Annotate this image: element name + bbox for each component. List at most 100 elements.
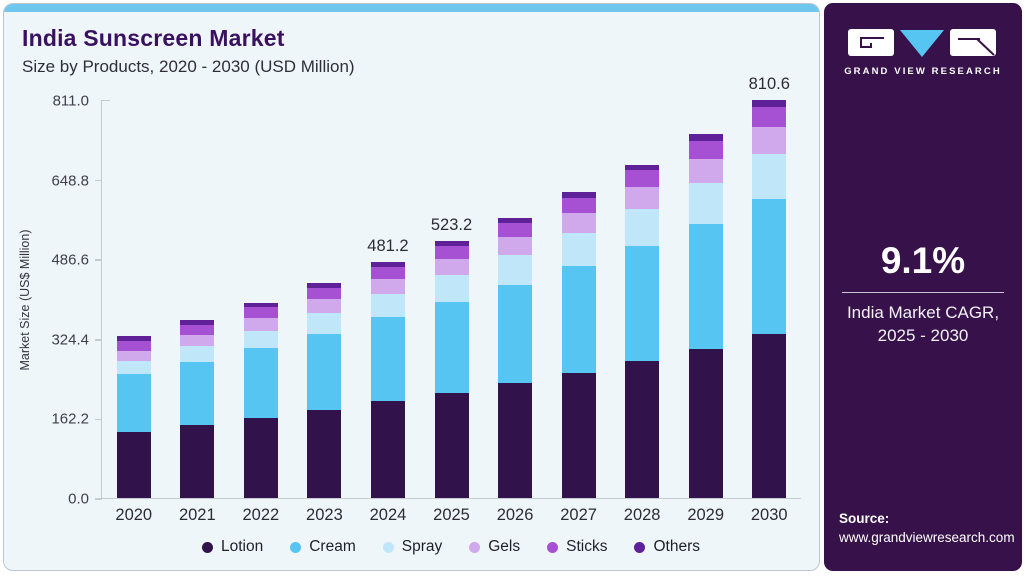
chart-legend: Lotion Cream Spray Gels Sticks Others	[101, 538, 801, 556]
x-tick-label-2024: 2024	[369, 506, 407, 524]
legend-item-cream: Cream	[290, 538, 356, 556]
bar-segment-others	[116, 336, 151, 341]
bar-segment-others	[434, 241, 469, 247]
stacked-bar-chart: Market Size (US$ Million) 811.0 648.8 486.…	[18, 75, 801, 524]
bar-segment-others	[688, 134, 723, 141]
bar-segment-sticks	[434, 246, 469, 259]
bar-2021	[180, 320, 215, 498]
bar-slot-2024: 481.2	[356, 101, 420, 498]
y-tick-label: 162.2	[51, 410, 89, 428]
bar-segment-gels	[498, 236, 533, 256]
x-tick-label-2030: 2030	[750, 506, 788, 524]
total-label-2030: 810.6	[748, 75, 790, 94]
legend-item-gels: Gels	[469, 538, 520, 556]
cagr-divider	[842, 292, 1004, 293]
bar-slot-2028	[610, 101, 674, 498]
y-tick-label: 486.6	[51, 251, 89, 269]
bar-segment-sticks	[116, 340, 151, 351]
bar-segment-cream	[180, 361, 215, 426]
legend-label-others: Others	[653, 538, 700, 555]
bar-segment-gels	[180, 335, 215, 347]
cagr-label-line2: 2025 - 2030	[877, 325, 969, 345]
y-tick-label: 0.0	[68, 490, 89, 508]
bar-segment-cream	[243, 348, 278, 418]
bar-segment-spray	[370, 294, 405, 318]
bar-2030	[752, 100, 787, 498]
bar-2020	[116, 336, 151, 498]
legend-item-spray: Spray	[382, 538, 443, 556]
bar-2025	[434, 241, 469, 498]
bar-slot-2021	[166, 101, 230, 498]
bar-segment-gels	[116, 350, 151, 361]
cagr-block: 9.1% India Market CAGR, 2025 - 2030	[824, 240, 1022, 348]
bar-segment-lotion	[116, 431, 151, 498]
bar-slot-2026	[483, 101, 547, 498]
bar-2027	[561, 192, 596, 498]
legend-label-cream: Cream	[309, 538, 356, 555]
bar-segment-sticks	[498, 222, 533, 237]
bar-segment-gels	[561, 213, 596, 234]
bar-segment-cream	[752, 198, 787, 335]
legend-item-sticks: Sticks	[547, 538, 607, 556]
bar-segment-lotion	[243, 417, 278, 498]
bar-segment-lotion	[561, 372, 596, 498]
legend-label-lotion: Lotion	[221, 538, 264, 555]
gvr-logo-text: GRAND VIEW RESEARCH	[844, 66, 1002, 77]
x-tick-label-2025: 2025	[433, 506, 470, 524]
legend-label-gels: Gels	[488, 538, 521, 555]
y-tick-label: 648.8	[51, 172, 89, 190]
bar-segment-others	[307, 283, 342, 288]
bar-segment-sticks	[752, 107, 787, 128]
y-tick-mark	[95, 418, 102, 421]
bar-segment-sticks	[625, 170, 660, 187]
bar-segment-gels	[625, 186, 660, 210]
bar-segment-others	[625, 164, 660, 171]
y-tick-mark	[95, 498, 102, 500]
bar-segment-cream	[116, 373, 151, 432]
bar-segment-spray	[180, 346, 215, 362]
bar-slot-2025: 523.2	[420, 101, 484, 498]
bar-segment-sticks	[243, 307, 278, 319]
bars-container: 481.2 523.2 810.6	[102, 75, 801, 498]
cagr-value: 9.1%	[880, 240, 966, 281]
x-axis-labels: 2020 2021 2022 2023 2024 2025 2026 2027 2028 2029…	[102, 506, 801, 525]
bar-segment-gels	[688, 159, 723, 184]
bar-segment-spray	[752, 154, 787, 199]
bar-segment-spray	[434, 275, 469, 302]
bar-segment-gels	[243, 318, 278, 331]
legend-dot-gels	[469, 541, 481, 553]
bar-segment-spray	[243, 330, 278, 349]
bar-segment-sticks	[180, 324, 215, 336]
bar-segment-cream	[434, 301, 469, 393]
bar-segment-sticks	[688, 140, 723, 160]
bar-segment-lotion	[625, 360, 660, 498]
legend-item-lotion: Lotion	[202, 538, 263, 556]
bar-segment-others	[752, 100, 787, 107]
y-tick-mark	[95, 179, 102, 182]
y-tick-label: 811.0	[52, 92, 89, 110]
x-tick-label-2022: 2022	[242, 506, 280, 524]
x-tick-label-2023: 2023	[306, 506, 343, 524]
legend-label-spray: Spray	[401, 538, 443, 555]
top-accent-strip	[4, 4, 819, 12]
bar-segment-cream	[498, 284, 533, 384]
page-title: India Sunscreen Market	[22, 25, 285, 51]
bar-segment-lotion	[688, 348, 723, 498]
x-tick-label-2020: 2020	[115, 506, 153, 524]
bar-slot-2022	[229, 101, 293, 498]
bar-segment-lotion	[498, 383, 533, 498]
bar-segment-spray	[625, 209, 660, 246]
gvr-logo-icon	[848, 29, 996, 57]
x-tick-label-2026: 2026	[496, 506, 534, 524]
bar-segment-spray	[688, 183, 723, 224]
bar-segment-cream	[688, 223, 723, 349]
gvr-logo: GRAND VIEW RESEARCH	[824, 28, 1022, 77]
bar-segment-cream	[625, 245, 660, 361]
bar-slot-2027	[547, 101, 611, 498]
bar-segment-gels	[307, 299, 342, 314]
bar-segment-spray	[116, 360, 151, 374]
bar-segment-spray	[307, 313, 342, 334]
legend-dot-lotion	[202, 541, 213, 553]
bar-2024	[370, 261, 405, 498]
bar-segment-lotion	[307, 409, 342, 498]
